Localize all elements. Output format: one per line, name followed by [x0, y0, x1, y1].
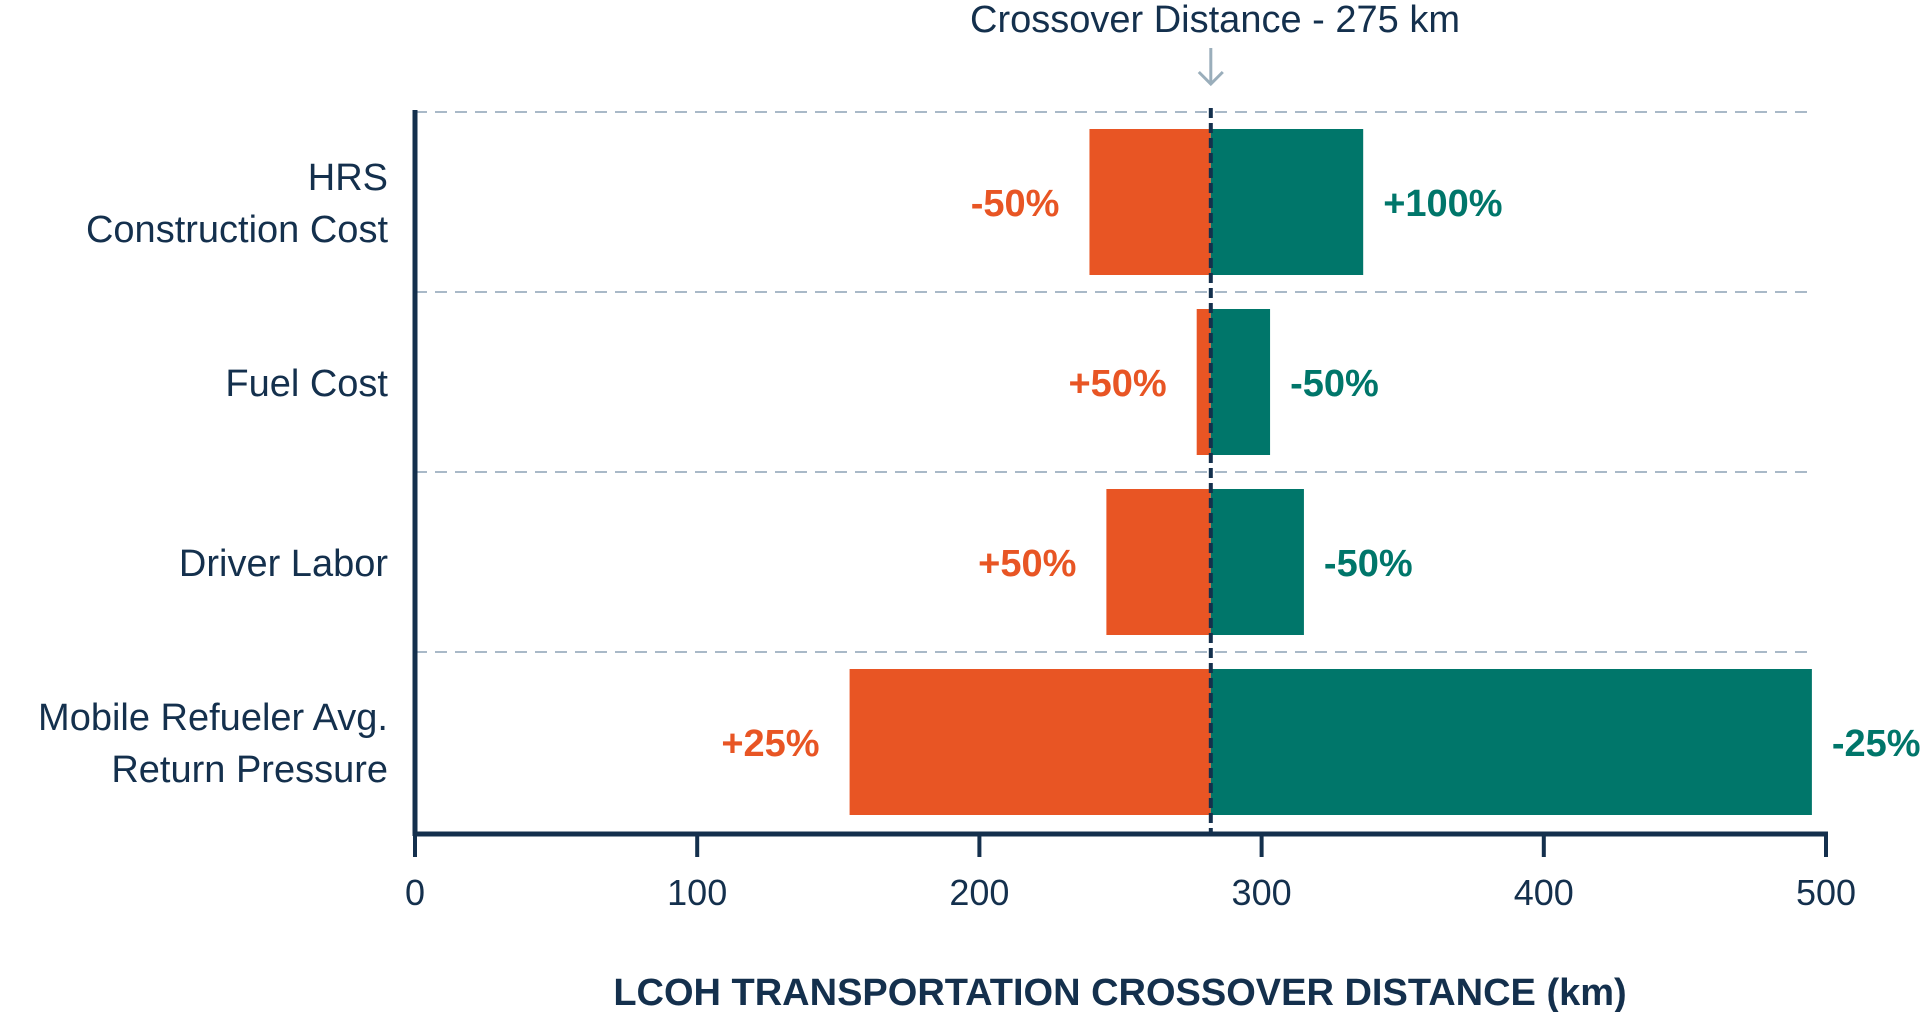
bar-right [1210, 129, 1364, 275]
category-label: Return Pressure [111, 749, 388, 791]
bar-value-labels: -50% +100% +50% -50% +50% -50% +25% -25% [721, 183, 1920, 765]
x-tick-label: 300 [1232, 872, 1292, 913]
bar-left-label: +50% [1068, 363, 1166, 405]
bar-right [1210, 309, 1271, 455]
bar-left [1196, 309, 1211, 455]
bar-left [1106, 489, 1211, 635]
bar-left-label: +25% [721, 723, 819, 765]
bar-right-label: +100% [1383, 183, 1502, 225]
bar-left-label: -50% [971, 183, 1060, 225]
category-label: Construction Cost [86, 209, 388, 251]
category-label: HRS [308, 157, 388, 199]
category-labels: HRS Construction Cost Fuel Cost Driver Labo… [38, 157, 388, 791]
x-tick-label: 500 [1796, 872, 1856, 913]
category-label: Mobile Refueler Avg. [38, 697, 388, 739]
grid-layer [415, 111, 1812, 653]
bar-right-label: -25% [1832, 723, 1920, 765]
x-tick-label: 100 [667, 872, 727, 913]
crossover-arrow-icon [1197, 48, 1224, 87]
bar-right [1210, 669, 1812, 815]
bar-right-label: -50% [1290, 363, 1379, 405]
x-axis-title: LCOH TRANSPORTATION CROSSOVER DISTANCE (… [613, 972, 1626, 1012]
x-tick-label: 200 [949, 872, 1009, 913]
category-label: Fuel Cost [225, 363, 388, 405]
bar-left [1089, 129, 1211, 275]
x-tick-label: 0 [405, 872, 425, 913]
category-label: Driver Labor [179, 543, 388, 585]
bar-layer [849, 129, 1812, 815]
tick-layer: 0 100 200 300 400 500 [405, 834, 1856, 913]
bar-right-label: -50% [1324, 543, 1413, 585]
bar-left [849, 669, 1211, 815]
axis-layer [412, 110, 1828, 837]
x-tick-label: 400 [1514, 872, 1574, 913]
bar-right [1210, 489, 1304, 635]
bar-left-label: +50% [978, 543, 1076, 585]
chart-title: Crossover Distance - 275 km [970, 0, 1460, 41]
